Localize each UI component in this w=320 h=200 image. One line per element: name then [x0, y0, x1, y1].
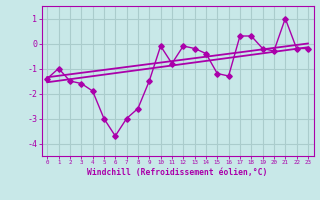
X-axis label: Windchill (Refroidissement éolien,°C): Windchill (Refroidissement éolien,°C) — [87, 168, 268, 177]
